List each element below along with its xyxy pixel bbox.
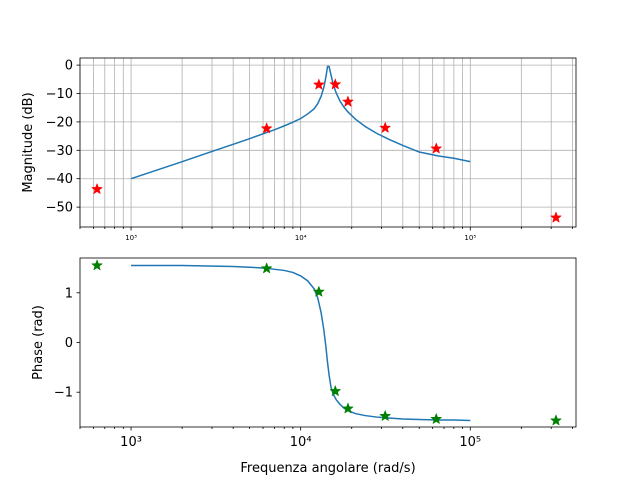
x-tick-label: 10⁴ bbox=[295, 234, 307, 242]
data-point-marker bbox=[261, 262, 273, 274]
x-tick-label: 10³ bbox=[120, 435, 142, 450]
x-tick-label: 10⁴ bbox=[290, 435, 312, 450]
data-point-marker bbox=[379, 122, 391, 133]
data-point-marker bbox=[550, 211, 562, 223]
magnitude-markers bbox=[91, 78, 562, 223]
data-point-marker bbox=[313, 286, 325, 297]
phase-markers bbox=[91, 259, 562, 426]
data-point-marker bbox=[91, 259, 103, 271]
phase-curve bbox=[131, 264, 471, 422]
y-tick-label: 0 bbox=[65, 59, 73, 74]
data-point-marker bbox=[329, 385, 341, 396]
magnitude-ticks: 10³ 10⁴ 10⁵ 0 −10 −20 −30 −40 −50 bbox=[46, 59, 573, 242]
data-point-marker bbox=[342, 95, 354, 107]
y-tick-label: −30 bbox=[46, 144, 73, 159]
y-tick-label: −20 bbox=[46, 115, 73, 130]
magnitude-axes-frame bbox=[79, 57, 577, 228]
phase-ticks: 10³ 10⁴ 10⁵ 1 0 −1 bbox=[54, 286, 573, 450]
data-point-marker bbox=[430, 142, 442, 154]
y-tick-label: 0 bbox=[65, 336, 73, 351]
phase-y-axis-label: Phase (rad) bbox=[31, 305, 46, 380]
data-point-marker bbox=[329, 78, 341, 90]
x-tick-label: 10³ bbox=[125, 234, 137, 242]
magnitude-curve bbox=[130, 65, 471, 180]
x-tick-label: 10⁵ bbox=[464, 234, 476, 242]
data-point-marker bbox=[91, 183, 103, 194]
phase-panel: 10³ 10⁴ 10⁵ 1 0 −1 Phase (rad) Frequenza ango… bbox=[31, 257, 577, 476]
magnitude-panel: 10³ 10⁴ 10⁵ 0 −10 −20 −30 −40 −50 Magnitude (dB) bbox=[21, 57, 577, 242]
y-tick-label: −1 bbox=[54, 386, 73, 401]
magnitude-y-axis-label: Magnitude (dB) bbox=[21, 92, 36, 192]
data-point-marker bbox=[313, 78, 325, 90]
y-tick-label: −50 bbox=[46, 201, 73, 216]
magnitude-grid bbox=[79, 58, 576, 227]
data-point-marker bbox=[430, 413, 442, 424]
data-point-marker bbox=[379, 410, 391, 421]
data-point-marker bbox=[342, 402, 354, 414]
data-point-marker bbox=[261, 122, 273, 134]
data-point-marker bbox=[550, 414, 562, 426]
y-tick-label: −40 bbox=[46, 172, 73, 187]
y-tick-label: 1 bbox=[65, 286, 73, 301]
frequency-x-axis-label: Frequenza angolare (rad/s) bbox=[240, 461, 415, 476]
y-tick-label: −10 bbox=[46, 87, 73, 102]
phase-axes-frame bbox=[79, 257, 577, 428]
x-tick-label: 10⁵ bbox=[459, 435, 481, 450]
